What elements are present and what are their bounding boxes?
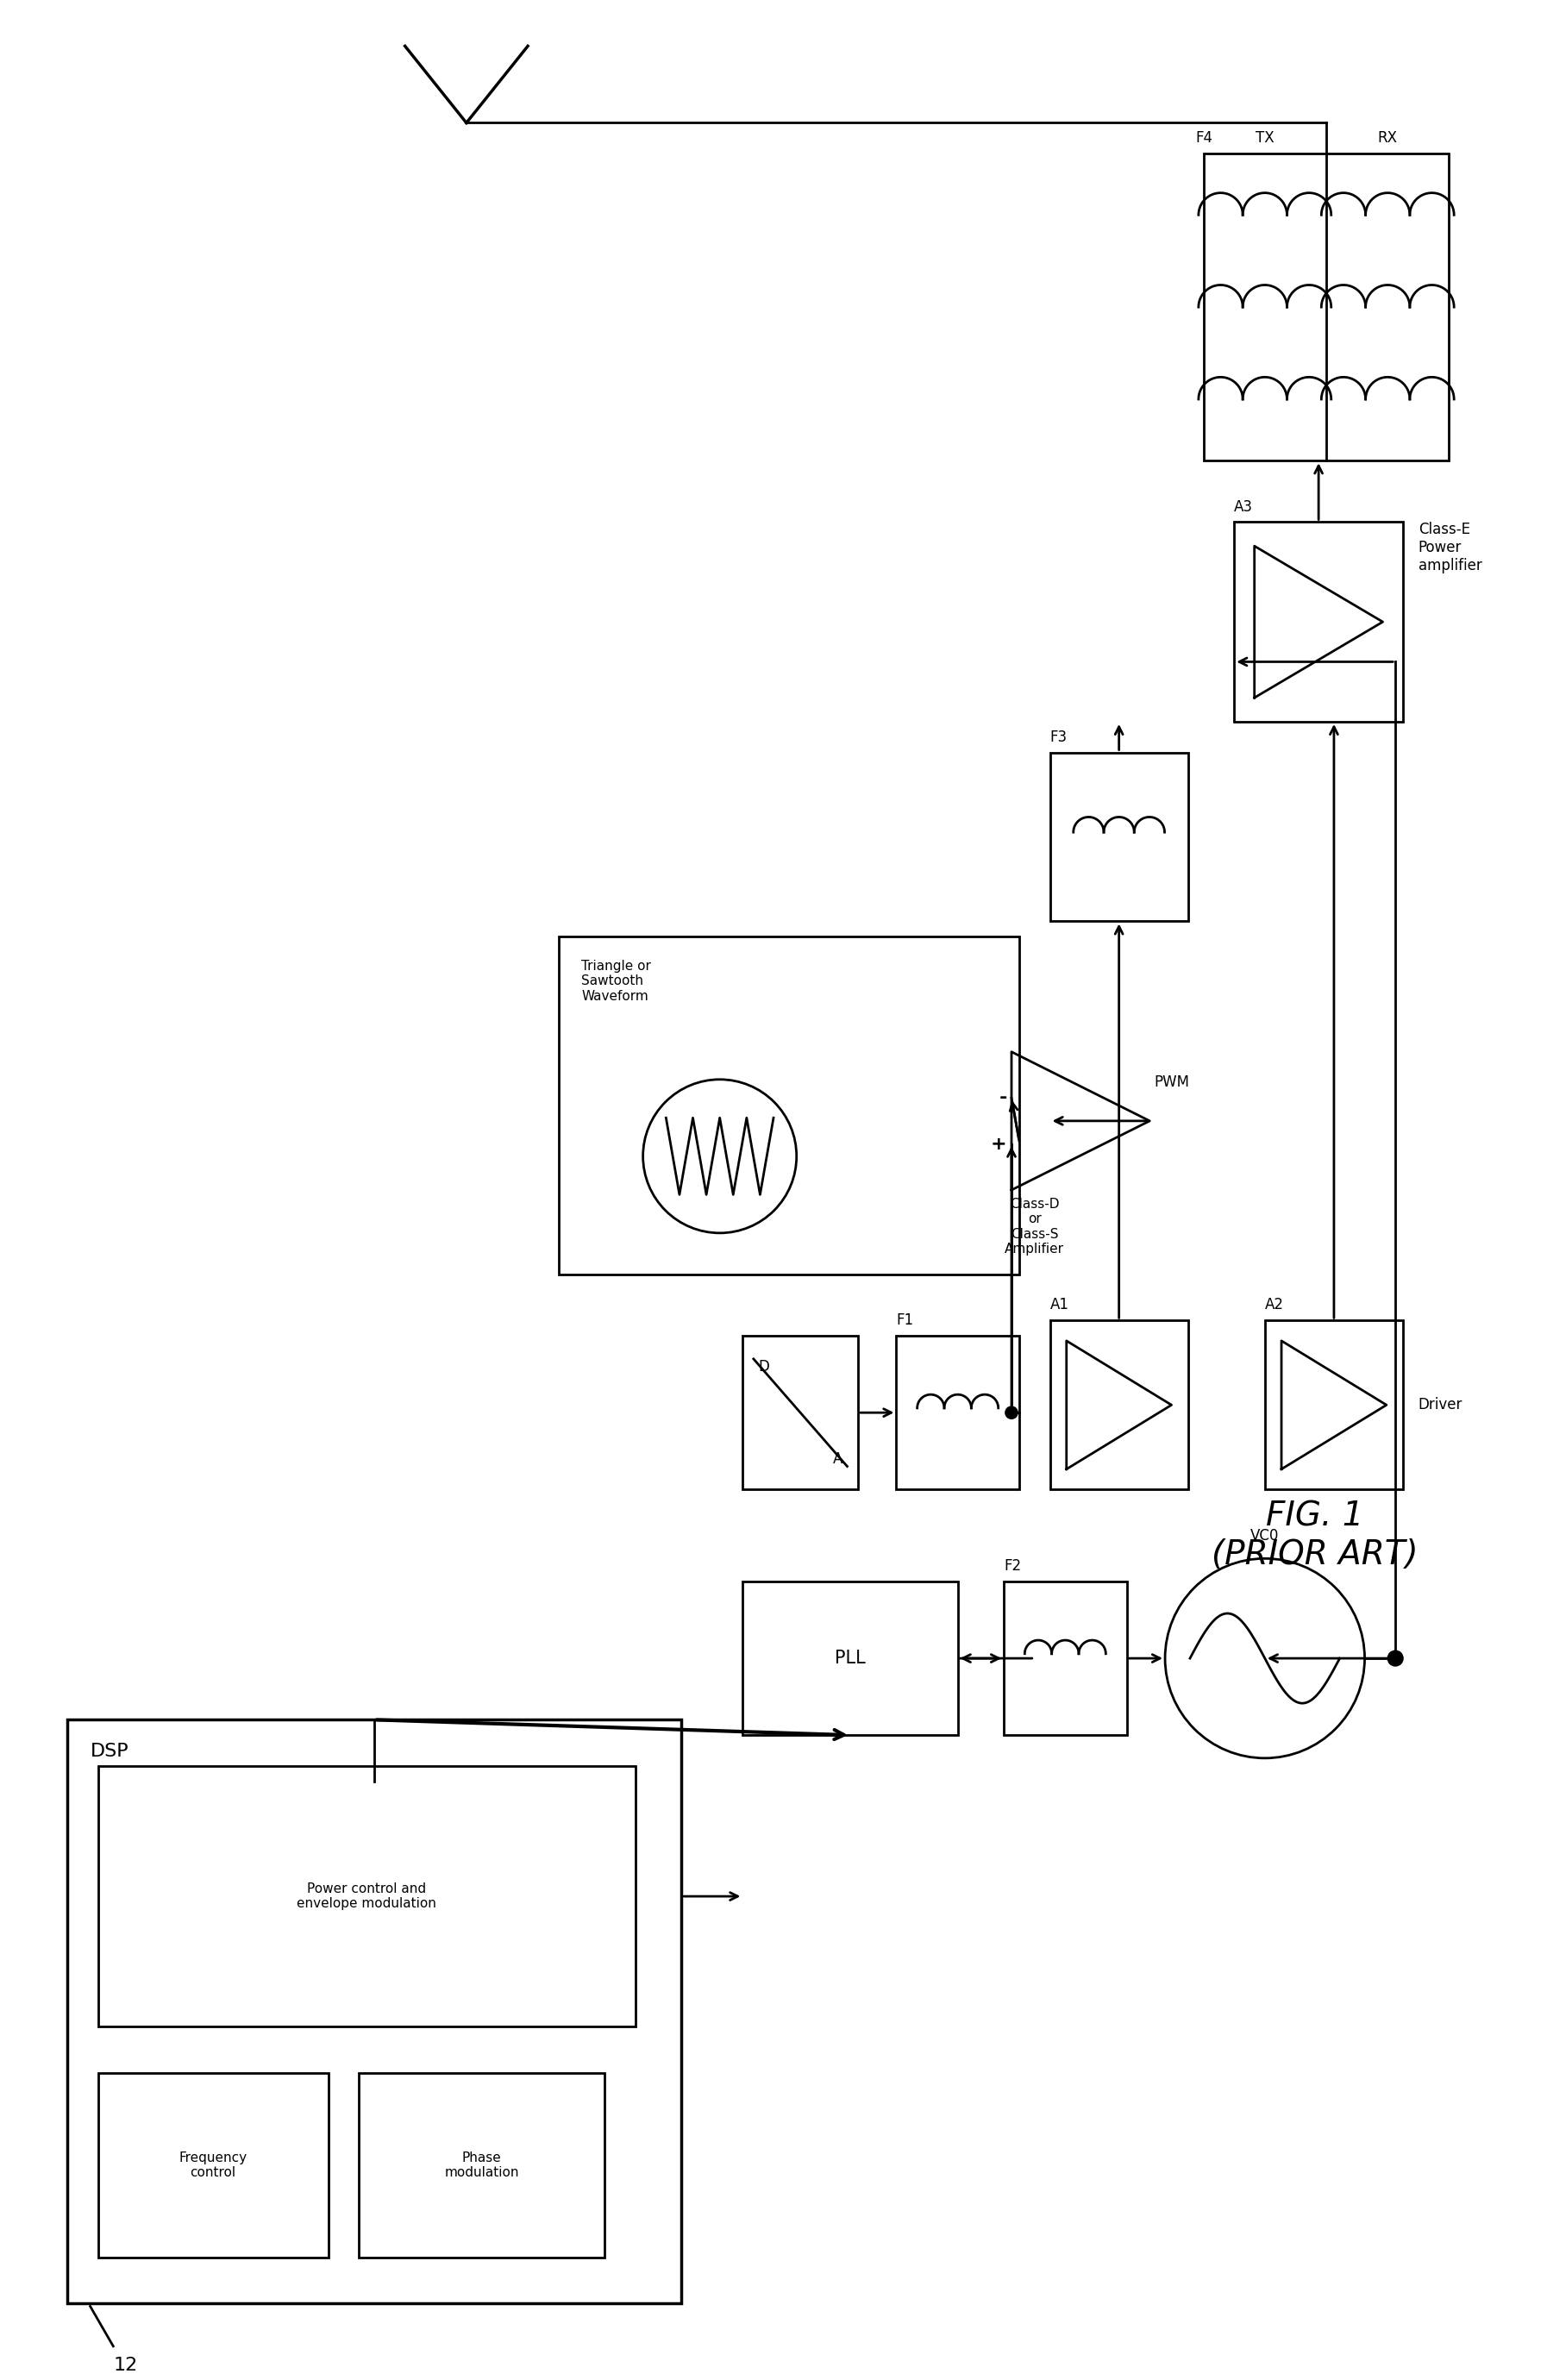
Text: VC0: VC0 bbox=[1250, 1528, 1279, 1542]
Bar bbox=[67, 1721, 681, 2304]
Text: PWM: PWM bbox=[1154, 1076, 1190, 1090]
Text: F4: F4 bbox=[1196, 131, 1213, 145]
Text: Triangle or
Sawtooth
Waveform: Triangle or Sawtooth Waveform bbox=[582, 959, 651, 1002]
Text: F3: F3 bbox=[1050, 728, 1067, 745]
Circle shape bbox=[1388, 1652, 1403, 1666]
Bar bbox=[97, 1766, 636, 2028]
Circle shape bbox=[1006, 1407, 1018, 1418]
Text: +: + bbox=[990, 1135, 1007, 1152]
Bar bbox=[1004, 1583, 1126, 1735]
Bar bbox=[359, 2073, 605, 2256]
Bar bbox=[1050, 1321, 1188, 1490]
Text: A1: A1 bbox=[1050, 1297, 1069, 1314]
Bar bbox=[1235, 521, 1403, 721]
Text: 12: 12 bbox=[113, 2356, 138, 2375]
Text: A: A bbox=[832, 1452, 843, 1466]
Text: Class-D
or
Class-S
Amplifier: Class-D or Class-S Amplifier bbox=[1006, 1197, 1064, 1257]
Text: D: D bbox=[758, 1359, 769, 1373]
Bar bbox=[97, 2073, 328, 2256]
Bar bbox=[1265, 1321, 1403, 1490]
Text: A3: A3 bbox=[1235, 500, 1253, 514]
Bar bbox=[896, 1335, 1019, 1490]
Text: A2: A2 bbox=[1265, 1297, 1284, 1314]
Bar bbox=[743, 1583, 958, 1735]
Text: TX: TX bbox=[1256, 131, 1275, 145]
Text: PLL: PLL bbox=[835, 1649, 866, 1666]
Text: RX: RX bbox=[1378, 131, 1397, 145]
Text: Driver: Driver bbox=[1419, 1397, 1463, 1414]
Text: Phase
modulation: Phase modulation bbox=[444, 2152, 520, 2180]
Text: FIG. 1
(PRIOR ART): FIG. 1 (PRIOR ART) bbox=[1211, 1499, 1419, 1571]
Text: -: - bbox=[999, 1090, 1007, 1107]
Bar bbox=[558, 938, 1019, 1273]
Text: F2: F2 bbox=[1004, 1559, 1021, 1573]
Bar bbox=[743, 1335, 859, 1490]
Text: Power control and
envelope modulation: Power control and envelope modulation bbox=[297, 1883, 436, 1911]
Text: DSP: DSP bbox=[90, 1742, 128, 1761]
Circle shape bbox=[1165, 1559, 1364, 1759]
Bar bbox=[1204, 155, 1450, 462]
Text: Frequency
control: Frequency control bbox=[179, 2152, 248, 2180]
Text: Class-E
Power
amplifier: Class-E Power amplifier bbox=[1419, 521, 1482, 574]
Text: F1: F1 bbox=[896, 1314, 914, 1328]
Bar bbox=[1050, 752, 1188, 921]
